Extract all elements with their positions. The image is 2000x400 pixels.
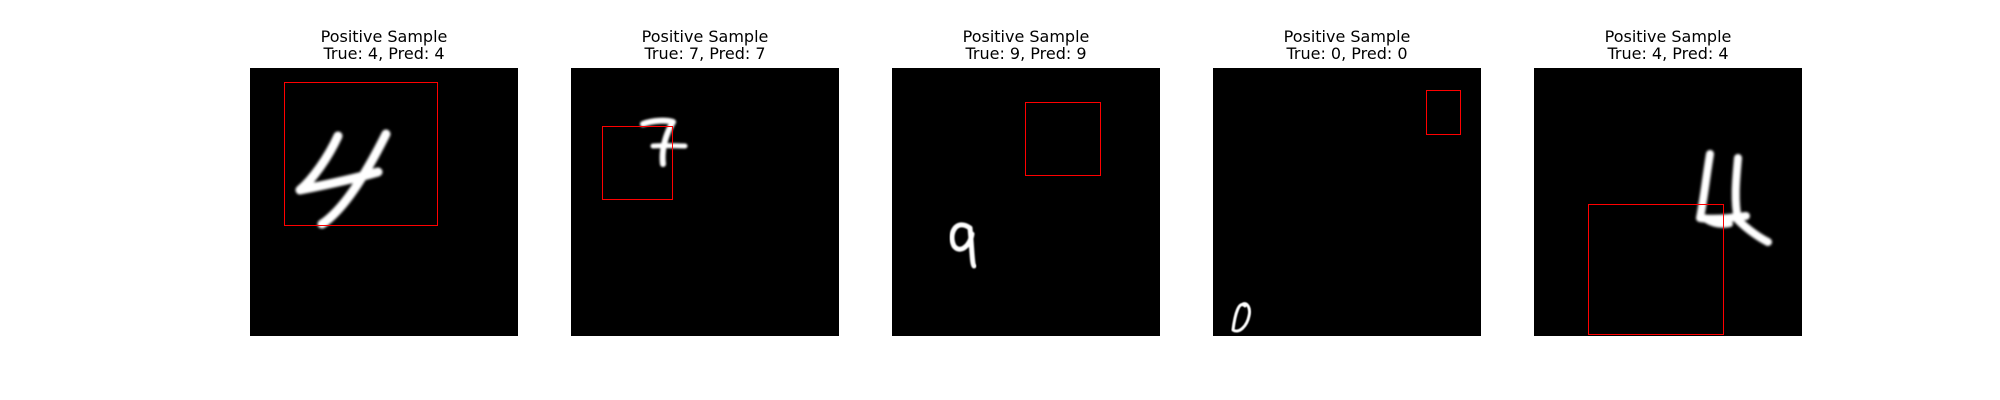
panel-title: Positive Sample True: 0, Pred: 0 [1173,28,1521,62]
sample-panel-1: Positive Sample True: 4, Pred: 4 [250,0,518,400]
handwritten-9-digit [949,222,977,269]
title-line: Positive Sample [1604,27,1732,46]
sample-panel-4: Positive Sample True: 0, Pred: 0 [1213,0,1481,400]
panel-title: Positive Sample True: 4, Pred: 4 [1494,28,1842,62]
title-line: Positive Sample [962,27,1090,46]
subtitle-line: True: 0, Pred: 0 [1286,44,1408,63]
bounding-box [284,82,438,226]
subtitle-line: True: 7, Pred: 7 [644,44,766,63]
bounding-box [1025,102,1101,176]
panel-title: Positive Sample True: 7, Pred: 7 [531,28,879,62]
bounding-box [1588,204,1724,335]
subtitle-line: True: 4, Pred: 4 [1607,44,1729,63]
subtitle-line: True: 9, Pred: 9 [965,44,1087,63]
handwritten-0-digit [1231,302,1251,333]
digit-image [1534,68,1802,336]
digit-image [892,68,1160,336]
subtitle-line: True: 4, Pred: 4 [323,44,445,63]
sample-panel-5: Positive Sample True: 4, Pred: 4 [1534,0,1802,400]
title-line: Positive Sample [320,27,448,46]
title-line: Positive Sample [1283,27,1411,46]
panel-title: Positive Sample True: 9, Pred: 9 [852,28,1200,62]
digit-image [1213,68,1481,336]
handwritten-4-digit [1696,150,1772,246]
bounding-box [1426,90,1461,135]
bounding-box [602,126,673,200]
sample-panel-3: Positive Sample True: 9, Pred: 9 [892,0,1160,400]
handwritten-4-digit [295,129,391,229]
digit-image [250,68,518,336]
sample-panel-2: Positive Sample True: 7, Pred: 7 [571,0,839,400]
digit-image [571,68,839,336]
handwritten-7-digit [640,117,688,167]
panel-title: Positive Sample True: 4, Pred: 4 [210,28,558,62]
title-line: Positive Sample [641,27,769,46]
